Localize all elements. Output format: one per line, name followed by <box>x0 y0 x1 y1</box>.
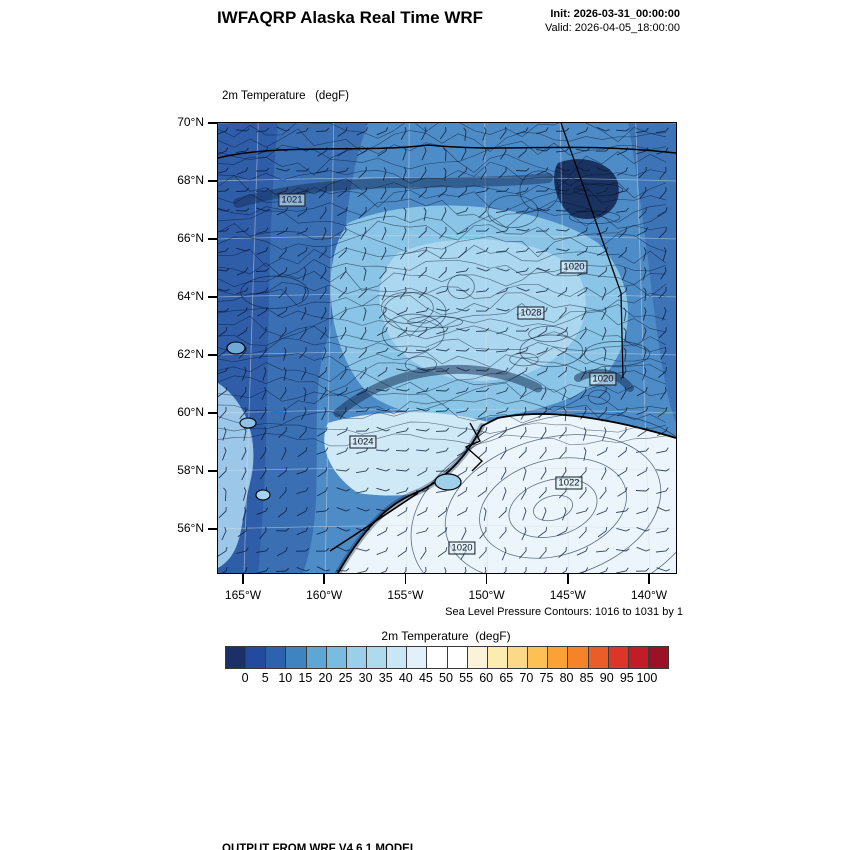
colorbar-cell <box>246 647 267 668</box>
model-info-line1: OUTPUT FROM WRF V4.6.1 MODEL <box>222 843 417 850</box>
colorbar-tick: 50 <box>439 671 453 685</box>
lat-label: 66°N <box>177 231 204 245</box>
colorbar-tick: 15 <box>298 671 313 685</box>
colorbar-tick: 80 <box>559 671 574 685</box>
lat-tick <box>208 122 217 124</box>
colorbar-cell <box>467 647 488 668</box>
colorbar-cell <box>427 647 448 668</box>
lon-tick <box>485 574 488 584</box>
colorbar-cell <box>366 647 388 668</box>
colorbar-cell <box>507 647 529 668</box>
pressure-label: 1021 <box>278 193 306 207</box>
lon-tick <box>242 574 244 584</box>
lon-label: 140°W <box>630 588 668 602</box>
colorbar-cell <box>266 647 287 668</box>
colorbar-tick: 25 <box>338 671 353 685</box>
lat-label: 70°N <box>177 115 204 129</box>
colorbar-tick: 95 <box>619 671 634 685</box>
colorbar-cell <box>548 647 569 668</box>
lon-tick <box>323 574 325 584</box>
pressure-label-layer: 1021 1020 1028 1020 1024 1022 1020 <box>218 123 676 573</box>
lon-label: 165°W <box>224 588 262 602</box>
pressure-label: 1024 <box>349 435 377 449</box>
pressure-label: 1020 <box>448 541 476 555</box>
lat-label: 62°N <box>177 347 204 361</box>
colorbar-tick: 100 <box>636 671 658 685</box>
pressure-label: 1020 <box>560 260 588 274</box>
lat-label: 58°N <box>177 463 204 477</box>
colorbar-tick: 55 <box>459 671 474 685</box>
lat-label: 64°N <box>177 289 204 303</box>
lat-label: 68°N <box>177 173 204 187</box>
colorbar-cell <box>588 647 609 668</box>
plot-title: IWFAQRP Alaska Real Time WRF <box>216 8 484 27</box>
colorbar-cell <box>326 647 347 668</box>
pressure-label: 1022 <box>555 476 583 490</box>
colorbar-tick: 30 <box>358 671 373 685</box>
colorbar-tick-labels: 0 5 10 15 20 25 30 35 40 45 50 55 60 65 70 75 80 85 90 95 10… <box>225 671 667 687</box>
run-times: Init: 2026-03-31_00:00:00 Valid: 2026-04… <box>545 7 680 35</box>
valid-time: Valid: 2026-04-05_18:00:00 <box>545 22 680 34</box>
colorbar-title: 2m Temperature (degF) <box>381 629 511 643</box>
colorbar-cell <box>407 647 428 668</box>
lon-tick <box>648 574 650 584</box>
colorbar-cell <box>568 647 589 668</box>
contour-note: Sea Level Pressure Contours: 1016 to 103… <box>445 606 683 618</box>
lon-label: 145°W <box>549 588 586 602</box>
colorbar-cell <box>487 647 508 668</box>
colorbar-cell <box>608 647 629 668</box>
colorbar-cell <box>628 647 649 668</box>
latitude-axis: 70°N 68°N 66°N 64°N 62°N 60°N 58°N 56°N <box>0 115 217 574</box>
lat-label: 60°N <box>177 405 204 419</box>
colorbar-tick: 90 <box>599 671 614 685</box>
colorbar-tick: 35 <box>378 671 393 685</box>
lon-tick <box>567 574 569 584</box>
pressure-label: 1020 <box>589 372 617 386</box>
map-image <box>218 123 676 573</box>
field-temperature: 2m Temperature (degF) <box>222 90 349 102</box>
colorbar-tick: 40 <box>398 671 413 685</box>
model-info: OUTPUT FROM WRF V4.6.1 MODEL WE = 225 ; … <box>222 813 691 850</box>
temperature-colorbar <box>225 646 669 669</box>
colorbar-tick: 85 <box>579 671 594 685</box>
colorbar-tick: 0 <box>241 671 249 685</box>
weather-map: 1021 1020 1028 1020 1024 1022 1020 <box>217 122 677 574</box>
colorbar-cell <box>346 647 367 668</box>
lat-tick <box>208 412 217 414</box>
pressure-label: 1028 <box>517 306 545 320</box>
lat-tick <box>208 470 217 472</box>
colorbar-tick: 60 <box>479 671 494 685</box>
colorbar-cell <box>306 647 327 668</box>
colorbar-tick: 65 <box>499 671 514 685</box>
colorbar-tick: 70 <box>519 671 534 685</box>
lat-tick <box>208 528 217 530</box>
colorbar-cell <box>447 647 468 668</box>
lat-tick <box>208 354 217 356</box>
colorbar-tick: 75 <box>539 671 554 685</box>
colorbar-cell <box>387 647 408 668</box>
lon-label: 150°W <box>468 588 505 602</box>
colorbar-tick: 45 <box>418 671 433 685</box>
lon-label: 160°W <box>306 588 343 602</box>
colorbar-cell <box>226 647 247 668</box>
colorbar-cell <box>528 647 549 668</box>
init-time: Init: 2026-03-31_00:00:00 <box>550 8 680 20</box>
colorbar-cell <box>648 647 669 668</box>
colorbar-cell <box>286 647 307 668</box>
lon-label: 155°W <box>387 588 424 602</box>
lat-tick <box>208 180 217 182</box>
colorbar-tick: 20 <box>318 671 333 685</box>
lat-tick <box>208 296 217 298</box>
colorbar-tick: 10 <box>278 671 293 685</box>
longitude-axis: 165°W 160°W 155°W 150°W 145°W 140°W <box>217 574 675 608</box>
lon-tick <box>404 574 407 584</box>
lat-tick <box>208 238 217 240</box>
colorbar-tick: 5 <box>261 671 269 685</box>
lat-label: 56°N <box>177 521 204 535</box>
